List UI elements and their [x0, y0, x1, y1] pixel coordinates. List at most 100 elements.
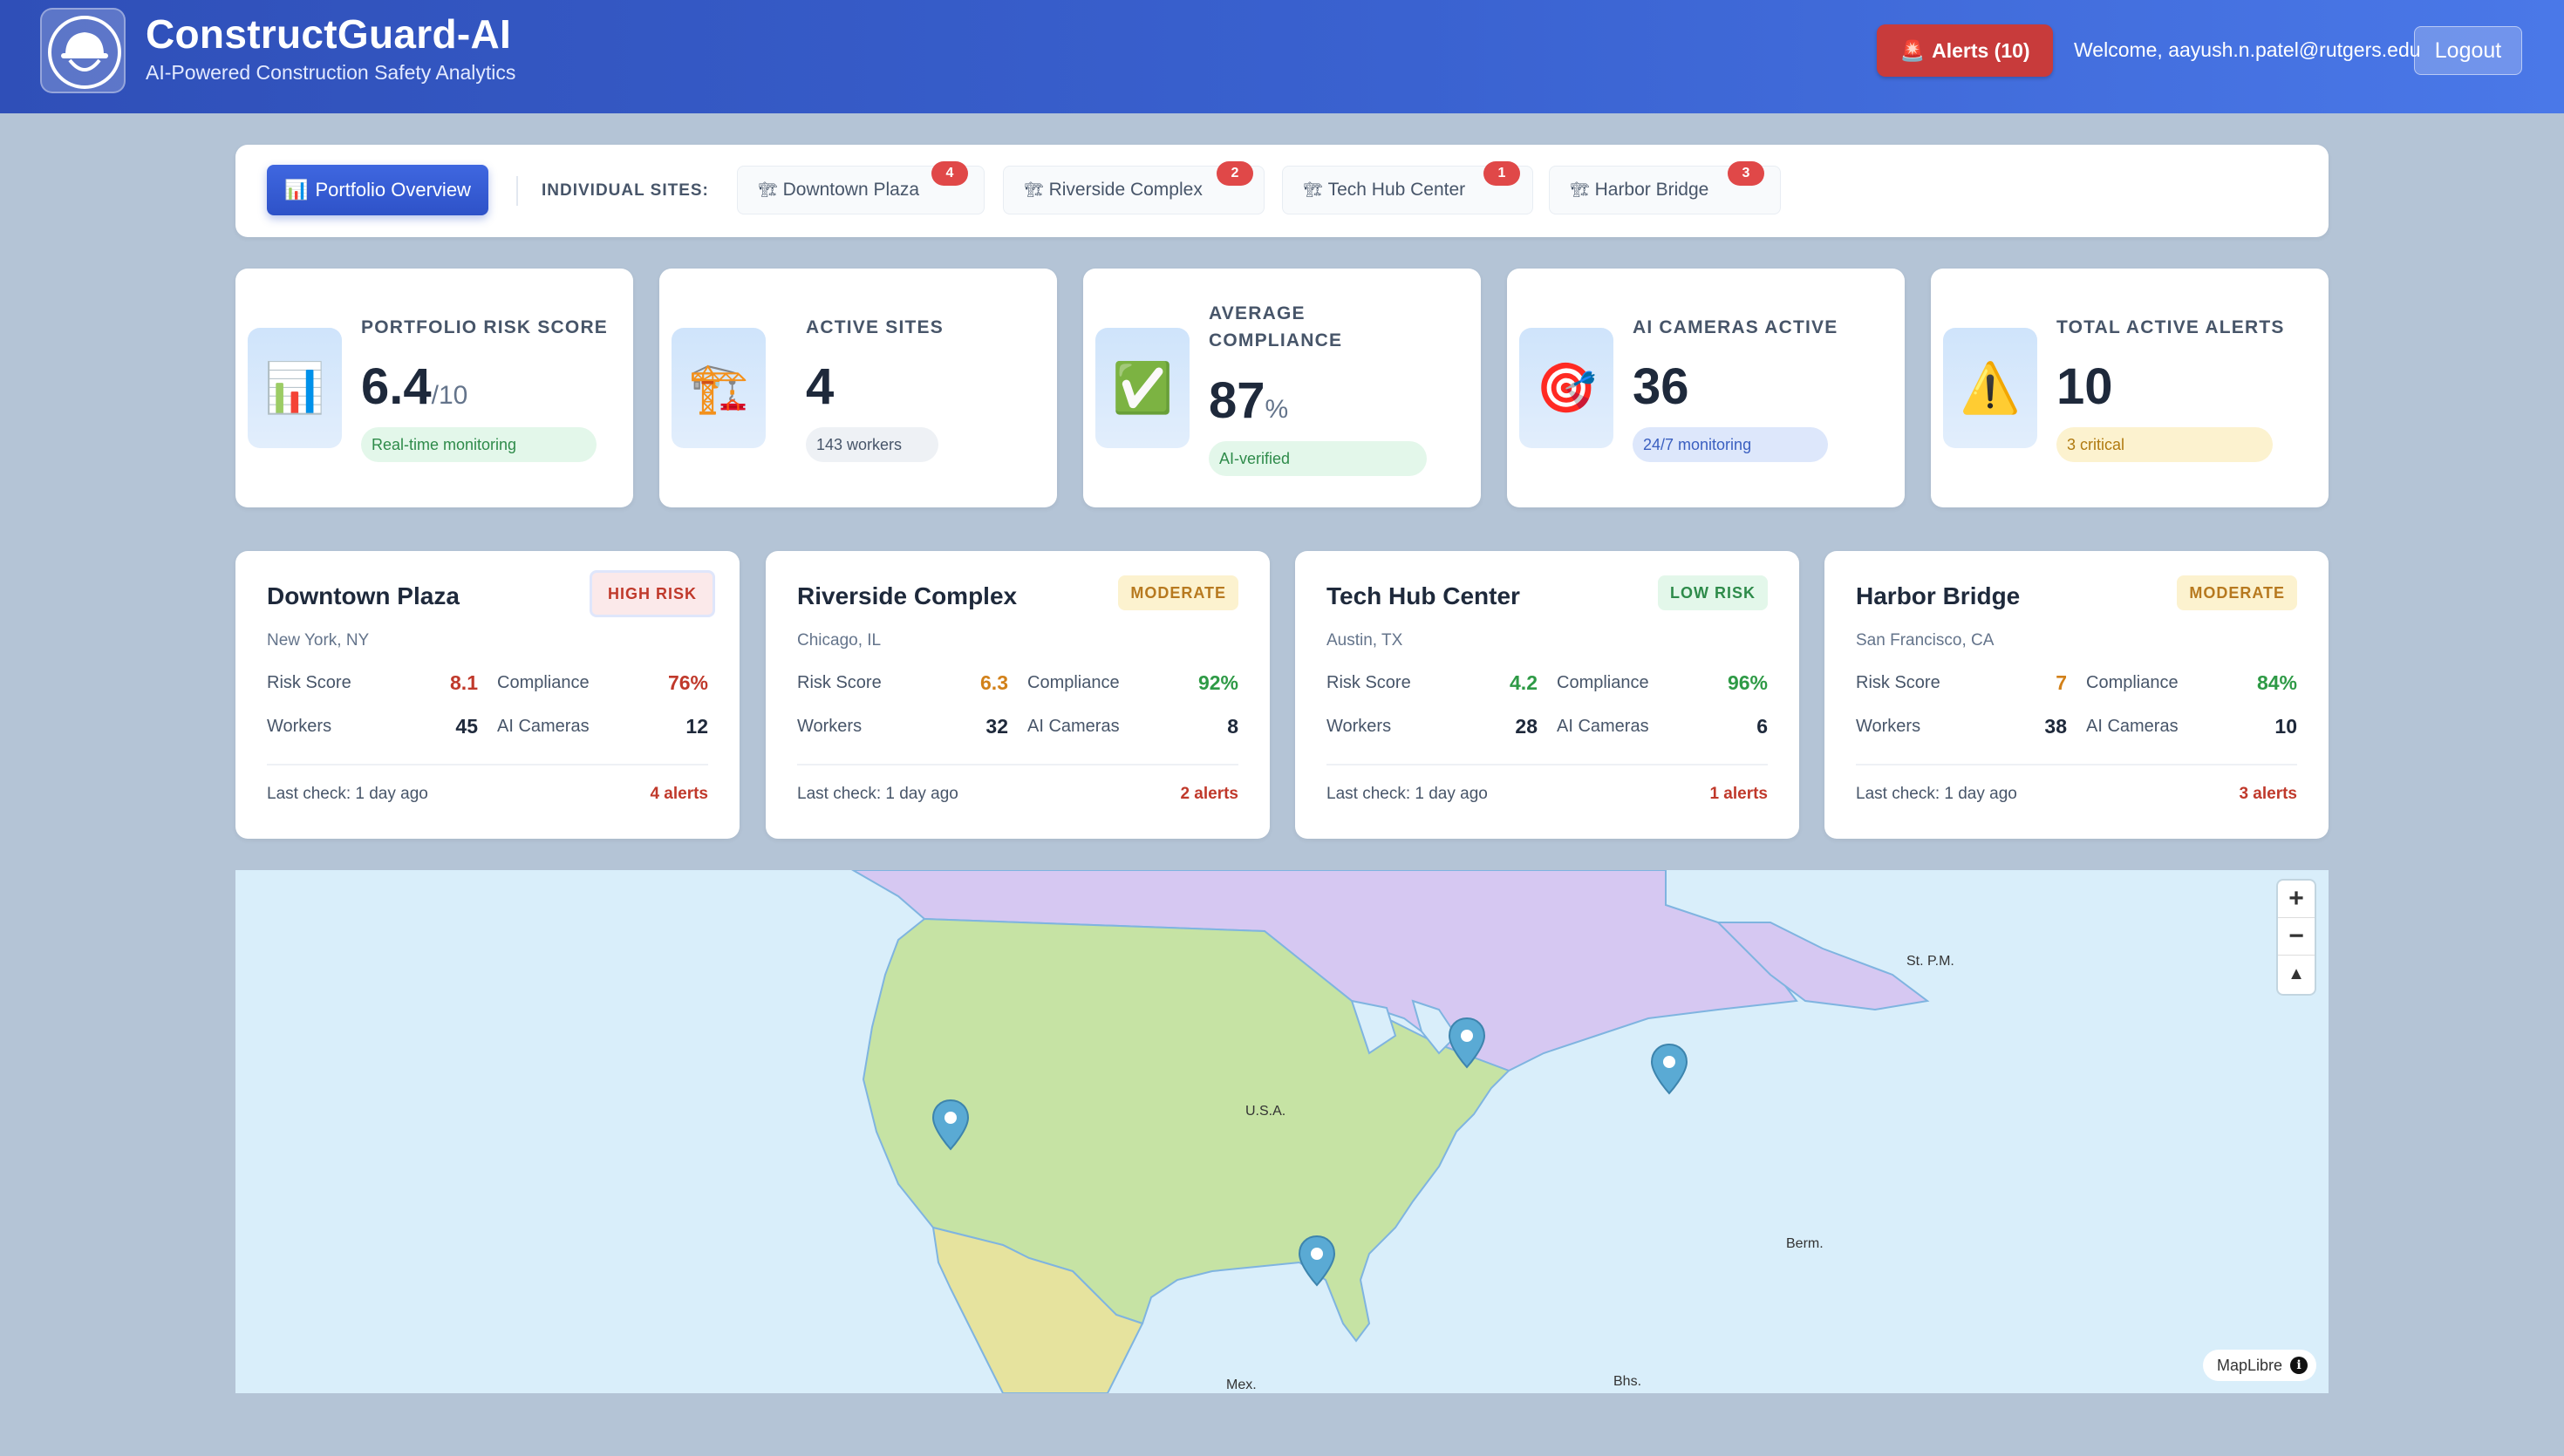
site-marker-riverside-complex[interactable]: [1448, 1017, 1486, 1069]
alert-count-badge: 1: [1483, 161, 1520, 186]
ai-cameras-value: 6: [1756, 715, 1768, 738]
site-location: New York, NY: [267, 631, 370, 650]
compliance-value: 84%: [2256, 671, 2297, 694]
alert-count: 2 alerts: [1180, 785, 1238, 803]
risk-badge: LOW RISK: [1658, 575, 1768, 610]
portfolio-overview-button[interactable]: 📊 Portfolio Overview: [267, 165, 488, 215]
info-icon[interactable]: i: [2290, 1357, 2308, 1374]
value-unit: %: [1265, 395, 1289, 424]
site-card-downtown-plaza[interactable]: Downtown Plaza HIGH RISK New York, NY Ri…: [235, 551, 740, 839]
logout-button[interactable]: Logout: [2414, 26, 2522, 75]
tab-label: Riverside Complex: [1048, 180, 1203, 200]
hardhat-logo-icon: [40, 8, 126, 93]
tab-riverside-complex[interactable]: 🏗 Riverside Complex 2: [1003, 161, 1265, 214]
app-header: ConstructGuard-AI AI-Powered Constructio…: [0, 0, 2564, 113]
map-label-bermuda: Berm.: [1786, 1236, 1824, 1251]
stat-card-ai-cameras: 🎯 AI CAMERAS ACTIVE 36 24/7 monitoring: [1507, 269, 1905, 507]
workers-value: 28: [1515, 715, 1538, 738]
compass-reset-button[interactable]: ▲: [2288, 964, 2305, 983]
site-name: Riverside Complex: [797, 582, 1018, 609]
stat-label-line2: COMPLIANCE: [1209, 330, 1343, 350]
site-name: Tech Hub Center: [1326, 582, 1520, 609]
status-pill: AI-verified: [1209, 441, 1427, 476]
map-label-bahamas: Bhs.: [1613, 1374, 1642, 1389]
stat-label-line1: AVERAGE: [1209, 303, 1306, 323]
risk-score-value: 8.1: [450, 671, 478, 694]
stat-label: PORTFOLIO RISK SCORE: [361, 317, 609, 337]
alerts-button[interactable]: 🚨 Alerts (10): [1877, 24, 2053, 77]
crane-icon: 🏗: [1304, 181, 1323, 198]
workers-value: 45: [455, 715, 478, 738]
value-number: 6.4: [361, 358, 432, 415]
risk-badge: HIGH RISK: [589, 570, 715, 617]
site-location: San Francisco, CA: [1856, 631, 1995, 650]
stat-card-active-sites: 🏗️ ACTIVE SITES 4 143 workers: [659, 269, 1057, 507]
alert-count: 3 alerts: [2239, 785, 2297, 803]
site-marker-tech-hub-center[interactable]: [1298, 1235, 1336, 1287]
stat-label: TOTAL ACTIVE ALERTS: [2056, 317, 2285, 337]
stat-card-total-alerts: ⚠️ TOTAL ACTIVE ALERTS 10 3 critical: [1931, 269, 2329, 507]
tab-label: Harbor Bridge: [1594, 180, 1709, 200]
bar-chart-icon: 📊: [248, 328, 342, 448]
stat-card-portfolio-risk: 📊 PORTFOLIO RISK SCORE 6.4/10 Real-time …: [235, 269, 633, 507]
stat-value: 36: [1633, 358, 1689, 415]
status-pill: 3 critical: [2056, 427, 2273, 462]
compliance-label: Compliance: [2086, 673, 2179, 692]
workers-value: 38: [2044, 715, 2067, 738]
crane-icon: 🏗: [1025, 181, 1044, 198]
ai-cameras-value: 10: [2274, 715, 2297, 738]
map-label-st-pierre: St. P.M.: [1906, 954, 1954, 969]
site-map[interactable]: U.S.A. Mex. Berm. St. P.M. Bhs. + − ▲ Ma…: [235, 870, 2329, 1393]
map-attribution: MapLibre i: [2203, 1350, 2316, 1381]
value-number: 87: [1209, 372, 1265, 429]
status-pill: Real-time monitoring: [361, 427, 597, 462]
alert-count-badge: 2: [1217, 161, 1253, 186]
stat-value: 10: [2056, 358, 2113, 415]
stat-value: 4: [806, 358, 835, 415]
risk-score-label: Risk Score: [267, 673, 351, 692]
site-card-tech-hub-center[interactable]: Tech Hub Center LOW RISK Austin, TX Risk…: [1295, 551, 1799, 839]
tab-harbor-bridge[interactable]: 🏗 Harbor Bridge 3: [1549, 161, 1781, 214]
ai-cameras-label: AI Cameras: [1027, 717, 1120, 736]
ai-cameras-value: 8: [1227, 715, 1238, 738]
last-check: Last check: 1 day ago: [797, 785, 958, 803]
last-check: Last check: 1 day ago: [1856, 785, 2017, 803]
site-card-riverside-complex[interactable]: Riverside Complex MODERATE Chicago, IL R…: [766, 551, 1270, 839]
crane-icon: 🏗️: [672, 328, 766, 448]
site-marker-harbor-bridge[interactable]: [931, 1099, 970, 1151]
workers-label: Workers: [1856, 717, 1921, 736]
site-name: Harbor Bridge: [1856, 582, 2021, 609]
site-location: Chicago, IL: [797, 631, 882, 650]
tab-tech-hub-center[interactable]: 🏗 Tech Hub Center 1: [1282, 161, 1533, 214]
stat-label: ACTIVE SITES: [806, 317, 944, 337]
stat-label: AI CAMERAS ACTIVE: [1633, 317, 1838, 337]
ai-cameras-value: 12: [685, 715, 708, 738]
ai-cameras-label: AI Cameras: [2086, 717, 2179, 736]
alert-count: 1 alerts: [1709, 785, 1768, 803]
tab-label: Downtown Plaza: [782, 180, 920, 200]
site-marker-downtown-plaza[interactable]: [1650, 1043, 1688, 1095]
risk-score-label: Risk Score: [1856, 673, 1940, 692]
bar-chart-icon: 📊: [284, 179, 309, 201]
compliance-value: 92%: [1197, 671, 1238, 694]
map-label-usa: U.S.A.: [1245, 1104, 1286, 1119]
workers-value: 32: [985, 715, 1008, 738]
zoom-out-button[interactable]: −: [2278, 918, 2315, 956]
risk-badge: MODERATE: [2177, 575, 2297, 610]
map-label-mexico: Mex.: [1226, 1378, 1257, 1392]
site-name: Downtown Plaza: [267, 582, 460, 609]
alert-count-badge: 3: [1728, 161, 1764, 186]
workers-label: Workers: [797, 717, 863, 736]
site-card-harbor-bridge[interactable]: Harbor Bridge MODERATE San Francisco, CA…: [1824, 551, 2329, 839]
compliance-label: Compliance: [497, 673, 590, 692]
last-check: Last check: 1 day ago: [1326, 785, 1488, 803]
zoom-in-button[interactable]: +: [2278, 881, 2315, 918]
compliance-value: 76%: [667, 671, 708, 694]
tab-downtown-plaza[interactable]: 🏗 Downtown Plaza 4: [737, 161, 985, 214]
target-icon: 🎯: [1519, 328, 1613, 448]
divider: [797, 764, 1238, 765]
workers-label: Workers: [267, 717, 332, 736]
check-mark-icon: ✅: [1095, 328, 1190, 448]
warning-icon: ⚠️: [1943, 328, 2037, 448]
divider: [1326, 764, 1768, 765]
